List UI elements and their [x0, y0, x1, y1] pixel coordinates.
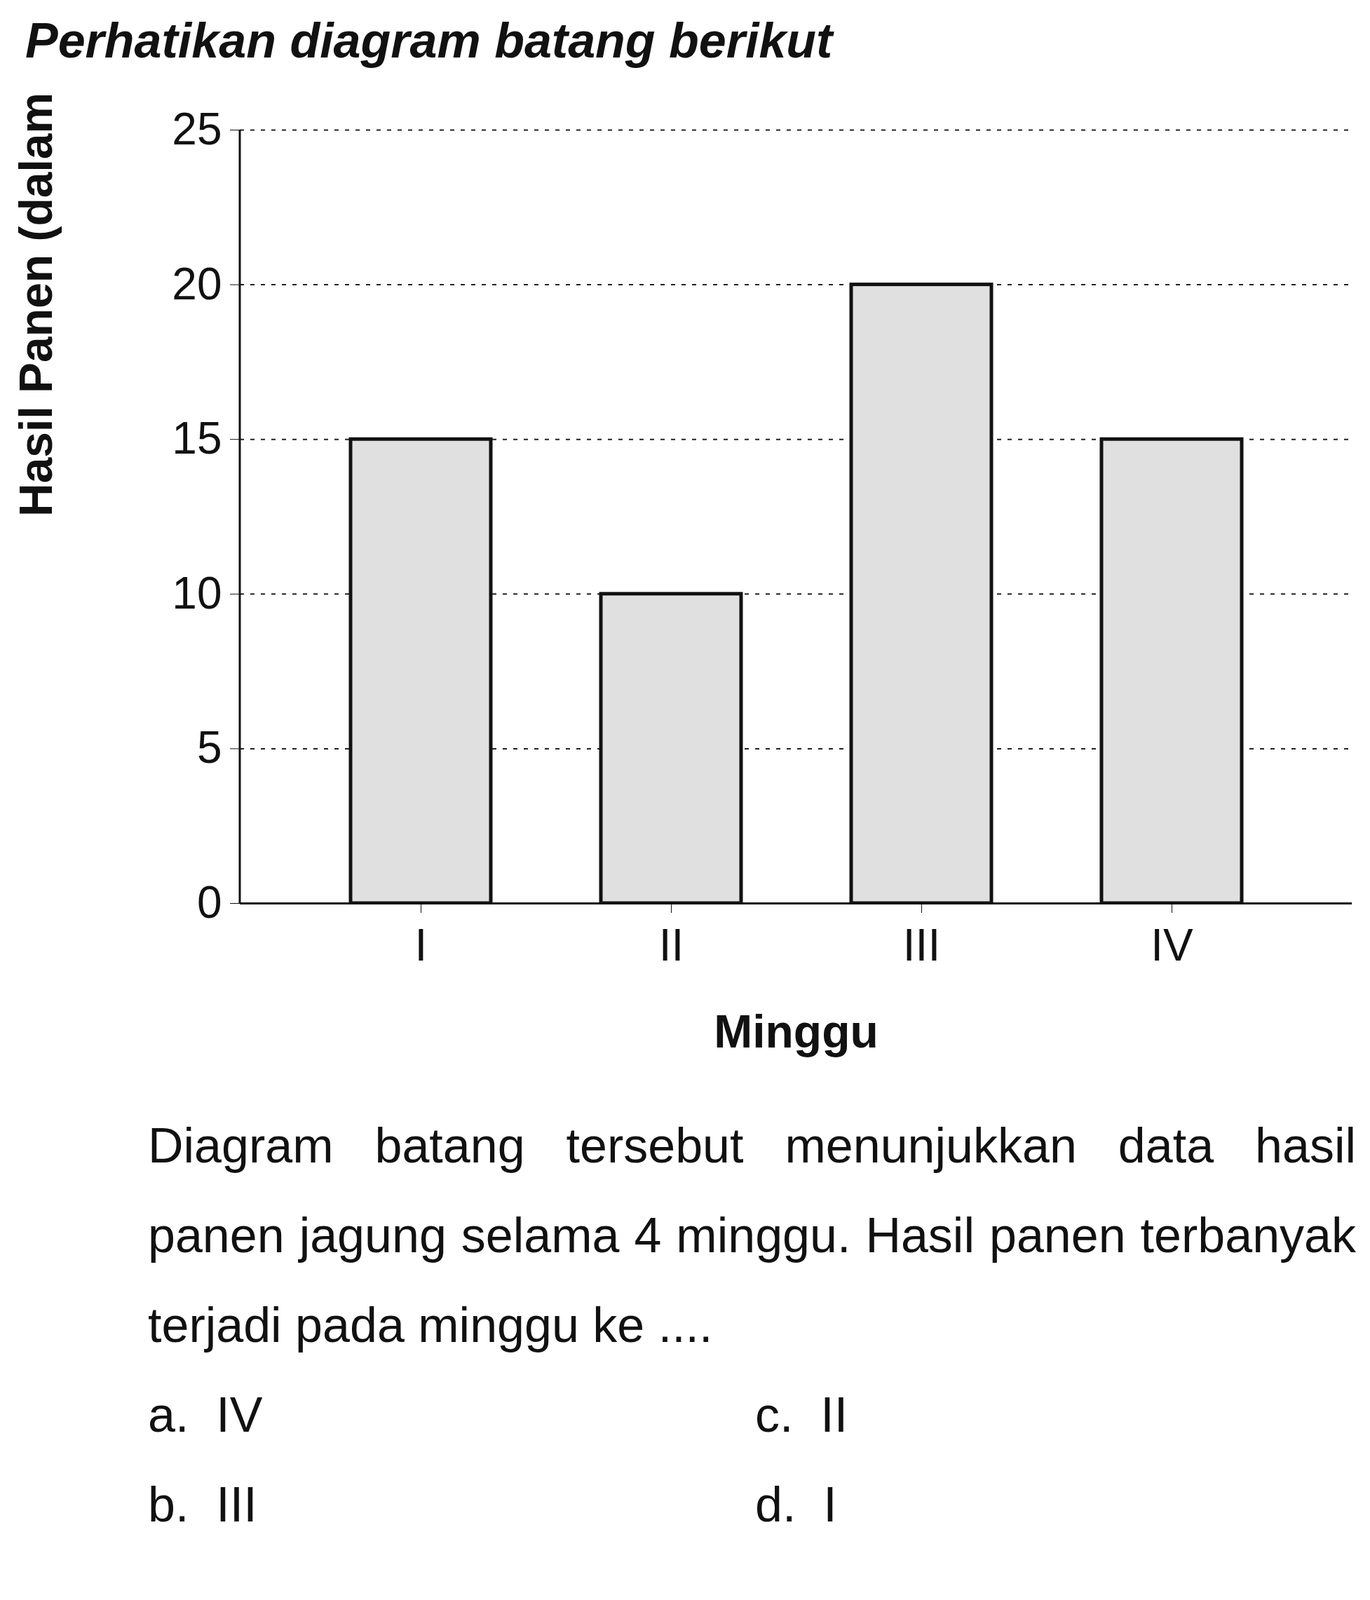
- html-text:b. III: b. III: [147, 1477, 258, 1532]
- svg-text:5: 5: [197, 722, 223, 773]
- html-text:c. II: c. II: [755, 1387, 848, 1443]
- html-text:d. I: d. I: [755, 1477, 837, 1532]
- svg-text:10: 10: [171, 567, 222, 619]
- svg-text:II: II: [659, 919, 685, 971]
- svg-text:20: 20: [171, 258, 222, 310]
- svg-text:III: III: [903, 919, 941, 971]
- html-text:Diagram batang tersebut menunj: Diagram batang tersebut menunjukkan data…: [147, 1118, 1356, 1353]
- svg-text:Hasil Panen (dalam kw): Hasil Panen (dalam kw): [9, 77, 62, 517]
- html-text:a. IV: a. IV: [147, 1387, 263, 1443]
- svg-text:IV: IV: [1150, 919, 1194, 971]
- svg-text:25: 25: [171, 103, 222, 155]
- html-text:Perhatikan diagram batang beri: Perhatikan diagram batang berikut: [25, 13, 833, 69]
- svg-text:I: I: [415, 919, 428, 971]
- svg-text:Minggu: Minggu: [713, 1005, 879, 1058]
- svg-text:0: 0: [197, 877, 223, 928]
- svg-text:15: 15: [171, 412, 222, 464]
